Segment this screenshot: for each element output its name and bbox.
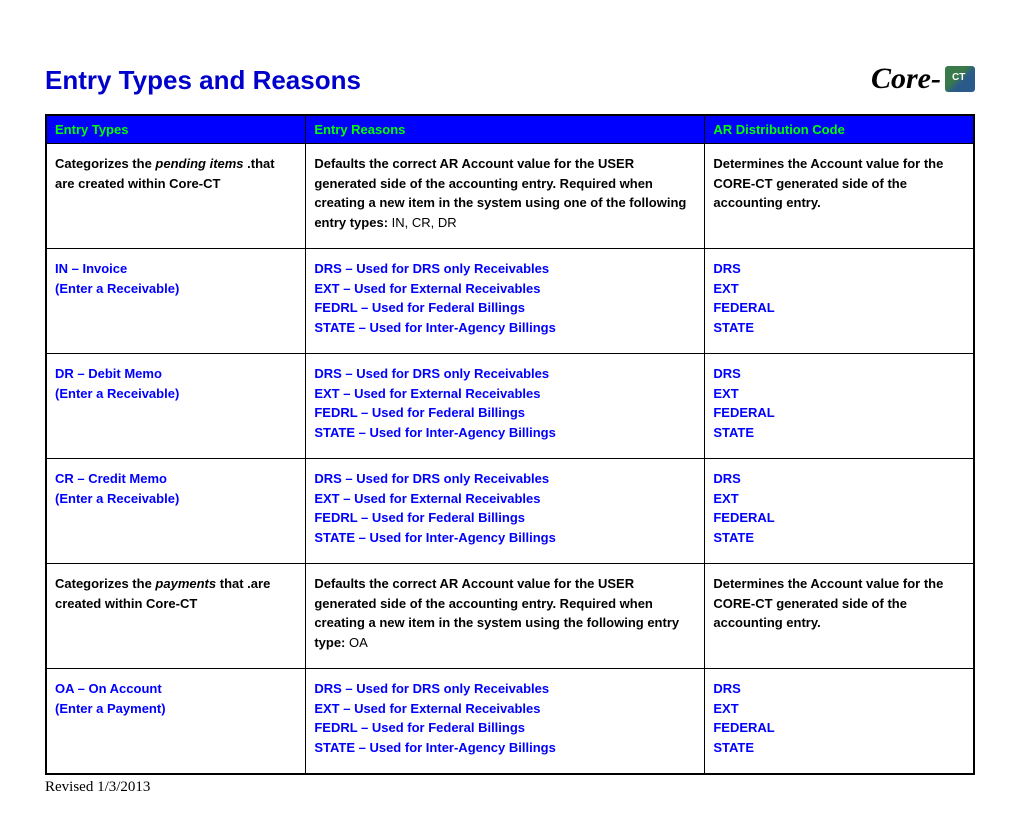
type-line: CR – Credit Memo	[55, 469, 297, 489]
reason-line: STATE – Used for Inter-Agency Billings	[314, 318, 696, 338]
dist-line: FEDERAL	[713, 718, 965, 738]
cell-entry-type: OA – On Account(Enter a Payment)	[46, 669, 306, 775]
type-line: DR – Debit Memo	[55, 364, 297, 384]
logo-text: Core-	[871, 62, 941, 96]
reason-line: FEDRL – Used for Federal Billings	[314, 403, 696, 423]
table-row: OA – On Account(Enter a Payment)DRS – Us…	[46, 669, 974, 775]
cell-entry-type: CR – Credit Memo(Enter a Receivable)	[46, 459, 306, 564]
cell-entry-type: Categorizes the pending items .that are …	[46, 144, 306, 249]
cell-entry-type: Categorizes the payments that .are creat…	[46, 564, 306, 669]
type-line: (Enter a Payment)	[55, 699, 297, 719]
type-line: (Enter a Receivable)	[55, 489, 297, 509]
reason-line: EXT – Used for External Receivables	[314, 489, 696, 509]
reason-line: STATE – Used for Inter-Agency Billings	[314, 528, 696, 548]
header-ar-dist: AR Distribution Code	[705, 115, 974, 144]
table-header-row: Entry Types Entry Reasons AR Distributio…	[46, 115, 974, 144]
reason-line: EXT – Used for External Receivables	[314, 384, 696, 404]
reason-line: FEDRL – Used for Federal Billings	[314, 718, 696, 738]
cell-ar-dist: Determines the Account value for the COR…	[705, 564, 974, 669]
reason-line: STATE – Used for Inter-Agency Billings	[314, 738, 696, 758]
cell-ar-dist: DRSEXTFEDERALSTATE	[705, 669, 974, 775]
dist-line: DRS	[713, 679, 965, 699]
entry-types-table: Entry Types Entry Reasons AR Distributio…	[45, 114, 975, 775]
type-line: (Enter a Receivable)	[55, 279, 297, 299]
cell-entry-type: DR – Debit Memo(Enter a Receivable)	[46, 354, 306, 459]
cell-ar-dist: DRSEXTFEDERALSTATE	[705, 459, 974, 564]
table-row: IN – Invoice(Enter a Receivable)DRS – Us…	[46, 249, 974, 354]
type-line: IN – Invoice	[55, 259, 297, 279]
reason-line: DRS – Used for DRS only Receivables	[314, 679, 696, 699]
cell-entry-reason: DRS – Used for DRS only ReceivablesEXT –…	[306, 354, 705, 459]
header: Entry Types and Reasons Core-	[45, 30, 975, 96]
cell-ar-dist: DRSEXTFEDERALSTATE	[705, 249, 974, 354]
dist-line: EXT	[713, 489, 965, 509]
header-entry-reasons: Entry Reasons	[306, 115, 705, 144]
table-row: Categorizes the payments that .are creat…	[46, 564, 974, 669]
dist-line: STATE	[713, 528, 965, 548]
logo: Core-	[871, 62, 975, 96]
cell-ar-dist: Determines the Account value for the COR…	[705, 144, 974, 249]
type-line: OA – On Account	[55, 679, 297, 699]
table-body: Categorizes the pending items .that are …	[46, 144, 974, 775]
reason-line: FEDRL – Used for Federal Billings	[314, 508, 696, 528]
table-row: DR – Debit Memo(Enter a Receivable)DRS –…	[46, 354, 974, 459]
reason-line: DRS – Used for DRS only Receivables	[314, 469, 696, 489]
cell-entry-reason: DRS – Used for DRS only ReceivablesEXT –…	[306, 669, 705, 775]
cell-ar-dist: DRSEXTFEDERALSTATE	[705, 354, 974, 459]
dist-line: FEDERAL	[713, 298, 965, 318]
table-row: Categorizes the pending items .that are …	[46, 144, 974, 249]
reason-line: FEDRL – Used for Federal Billings	[314, 298, 696, 318]
dist-line: FEDERAL	[713, 508, 965, 528]
cell-entry-type: IN – Invoice(Enter a Receivable)	[46, 249, 306, 354]
table-row: CR – Credit Memo(Enter a Receivable)DRS …	[46, 459, 974, 564]
cell-entry-reason: DRS – Used for DRS only ReceivablesEXT –…	[306, 459, 705, 564]
reason-line: DRS – Used for DRS only Receivables	[314, 364, 696, 384]
dist-line: STATE	[713, 738, 965, 758]
logo-ct-icon	[945, 66, 975, 92]
reason-line: DRS – Used for DRS only Receivables	[314, 259, 696, 279]
cell-entry-reason: DRS – Used for DRS only ReceivablesEXT –…	[306, 249, 705, 354]
dist-line: EXT	[713, 699, 965, 719]
dist-line: EXT	[713, 279, 965, 299]
type-line: (Enter a Receivable)	[55, 384, 297, 404]
dist-line: STATE	[713, 423, 965, 443]
page-title: Entry Types and Reasons	[45, 30, 361, 96]
dist-line: DRS	[713, 469, 965, 489]
dist-line: FEDERAL	[713, 403, 965, 423]
cell-entry-reason: Defaults the correct AR Account value fo…	[306, 564, 705, 669]
reason-line: STATE – Used for Inter-Agency Billings	[314, 423, 696, 443]
header-entry-types: Entry Types	[46, 115, 306, 144]
dist-line: DRS	[713, 259, 965, 279]
dist-line: DRS	[713, 364, 965, 384]
cell-entry-reason: Defaults the correct AR Account value fo…	[306, 144, 705, 249]
dist-line: EXT	[713, 384, 965, 404]
reason-line: EXT – Used for External Receivables	[314, 699, 696, 719]
reason-line: EXT – Used for External Receivables	[314, 279, 696, 299]
dist-line: STATE	[713, 318, 965, 338]
